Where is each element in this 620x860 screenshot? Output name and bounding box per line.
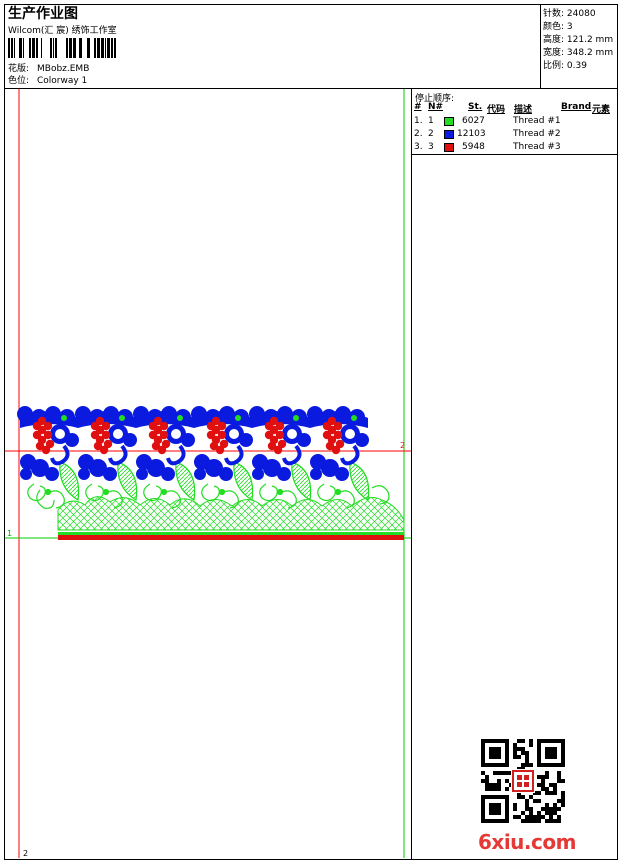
col-needle: N# — [428, 102, 444, 112]
col-element: 元素 — [592, 105, 611, 115]
col-stitch: St. — [468, 102, 483, 112]
table-row: 2. 2 12103 Thread #2 — [414, 129, 561, 139]
guide-label-1: 1 — [7, 529, 12, 538]
stat-width: 宽度: 348.2 mm — [543, 48, 614, 58]
border-bar-green — [58, 532, 404, 535]
stat-scale: 比例: 0.39 — [543, 61, 587, 71]
color-swatch — [444, 130, 454, 139]
barcode-icon — [8, 38, 116, 58]
colorway-label: 色位: — [8, 76, 30, 86]
watermark: 6xiu.com — [478, 830, 576, 854]
stat-height: 高度: 121.2 mm — [543, 35, 614, 45]
col-desc: 描述 — [514, 105, 533, 115]
stop-sequence-heading: 停止顺序: — [415, 94, 455, 104]
studio-name: Wilcom(汇 宸) 绣饰工作室 — [8, 26, 117, 36]
design-label: 花版: — [8, 64, 30, 74]
border-bar-red — [58, 535, 404, 540]
col-code: 代码 — [487, 105, 506, 115]
table-row: 3. 3 5948 Thread #3 — [414, 142, 561, 152]
header-rule — [4, 88, 618, 89]
color-swatch — [444, 117, 454, 126]
seal-stamp-icon — [511, 769, 535, 793]
guide-label-2-bottom: 2 — [23, 849, 28, 858]
stat-stitches: 针数: 24080 — [543, 9, 596, 19]
color-swatch — [444, 143, 454, 152]
stats-divider — [540, 4, 541, 89]
colorway-value: Colorway 1 — [37, 76, 88, 86]
page-title: 生产作业图 — [8, 6, 78, 22]
table-rule — [411, 154, 618, 155]
col-hash: # — [414, 102, 422, 112]
table-row: 1. 1 6027 Thread #1 — [414, 116, 561, 126]
qr-code-icon — [481, 739, 565, 823]
embroidery-green-base — [27, 461, 405, 531]
col-brand: Brand — [561, 102, 592, 112]
embroidery-red-berries — [32, 416, 345, 455]
panel-divider — [411, 88, 412, 860]
design-value: MBobz.EMB — [37, 64, 90, 74]
stat-colors: 颜色: 3 — [543, 22, 573, 32]
guide-label-2-right: 2 — [400, 441, 405, 450]
